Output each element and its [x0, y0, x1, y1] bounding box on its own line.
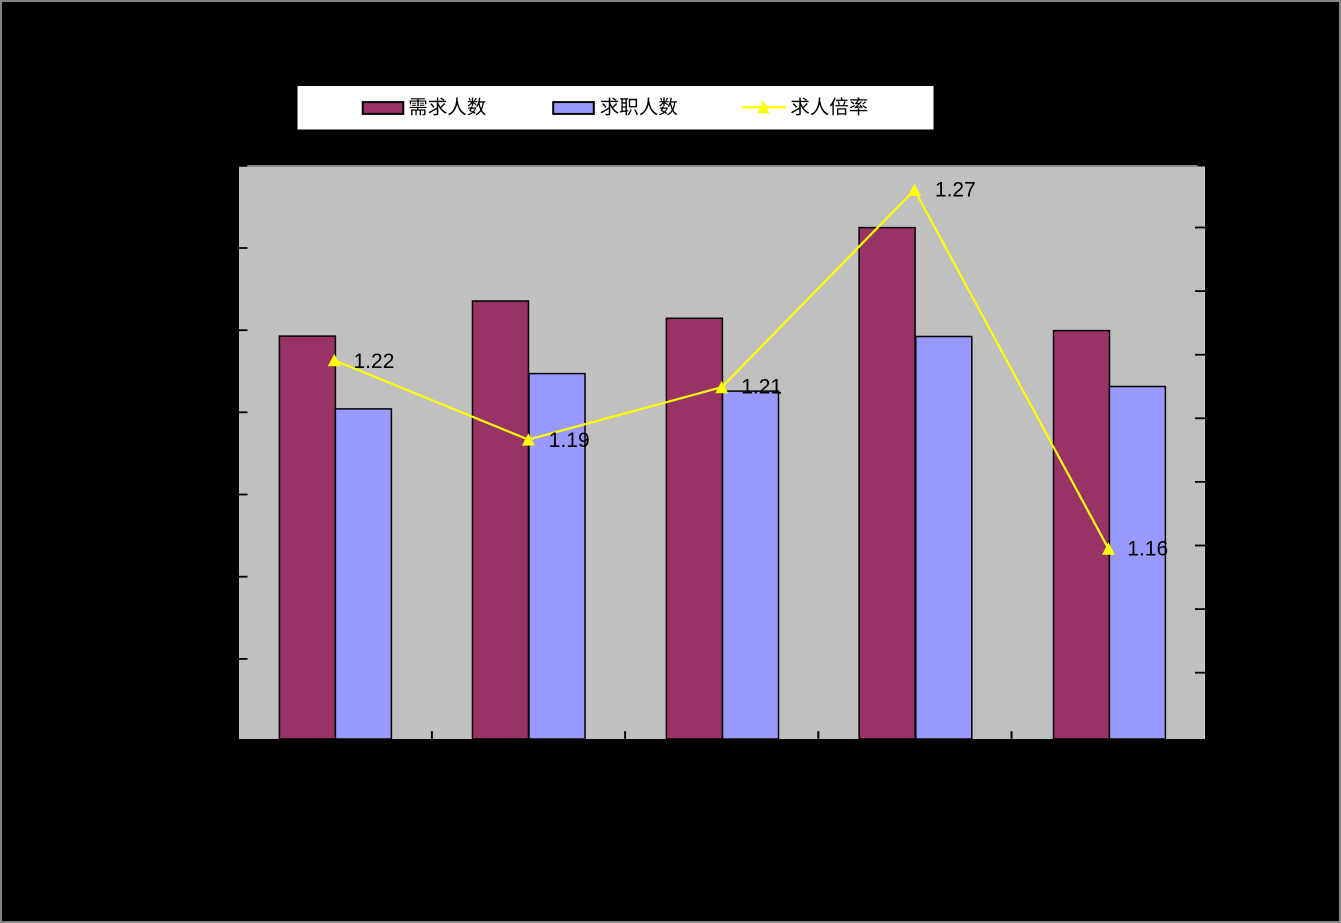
svg-text:1.19: 1.19 [549, 429, 590, 452]
svg-text:1.27: 1.27 [935, 179, 976, 202]
svg-text:1.16: 1.16 [1127, 538, 1168, 561]
svg-text:1.22: 1.22 [354, 350, 395, 373]
svg-text:1.21: 1.21 [741, 376, 782, 399]
